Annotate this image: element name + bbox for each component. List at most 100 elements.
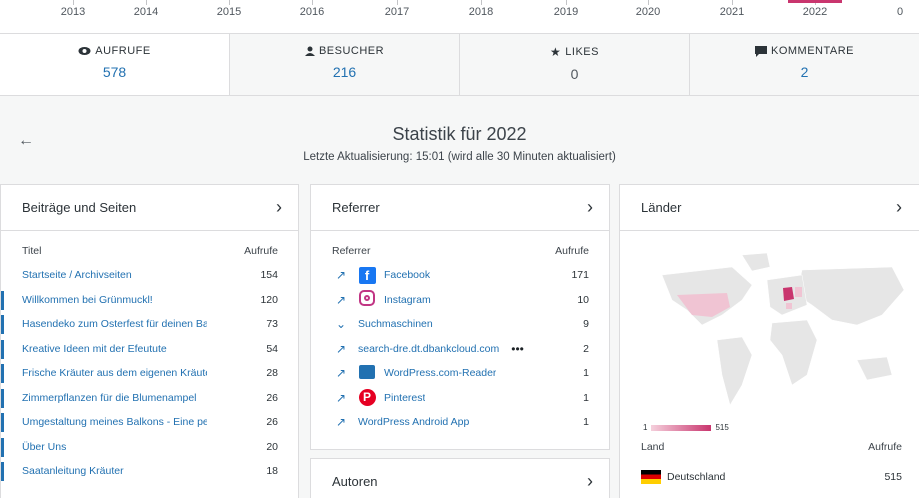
countries-card: Länder › 1 515 Land Aufrufe Deutschland …	[619, 184, 919, 498]
table-row[interactable]: Startseite / Archivseiten 154	[1, 263, 298, 288]
referrer-row[interactable]: ⌄ Suchmaschinen 9	[311, 312, 609, 337]
map-region-germany	[783, 287, 794, 301]
referrer-views: 1	[583, 416, 589, 429]
axis-tick	[73, 0, 74, 5]
col-views: Aufrufe	[555, 245, 589, 257]
tab-label: LIKES	[565, 46, 599, 58]
referrer-name[interactable]: WordPress.com-Reader	[384, 367, 497, 380]
referrer-name[interactable]: Instagram	[384, 293, 431, 306]
axis-tick	[732, 0, 733, 5]
referrer-name[interactable]: search-dre.dt.dbankcloud.com	[358, 342, 500, 355]
facebook-icon: f	[358, 266, 376, 284]
table-row[interactable]: Umgestaltung meines Balkons - Eine pe 26	[1, 410, 298, 435]
post-title[interactable]: Über Uns	[22, 440, 67, 453]
axis-tick	[481, 0, 482, 5]
page-subtitle: Letzte Aktualisierung: 15:01 (wird alle …	[303, 151, 616, 163]
axis-tick	[566, 0, 567, 5]
row-marker	[1, 290, 4, 310]
country-row[interactable]: Deutschland 515	[620, 465, 919, 490]
tab-likes[interactable]: ★ LIKES 0	[460, 34, 690, 95]
post-views: 28	[266, 367, 278, 380]
axis-tick	[648, 0, 649, 5]
column-header: Land Aufrufe	[620, 441, 919, 453]
col-title: Referrer	[332, 245, 371, 257]
post-title[interactable]: Kreative Ideen mit der Efeutute	[22, 342, 167, 355]
referrer-row[interactable]: ↗ Instagram 10	[311, 288, 609, 313]
referrer-row[interactable]: ↗ search-dre.dt.dbankcloud.com ••• 2	[311, 337, 609, 362]
referrer-name[interactable]: Suchmaschinen	[358, 318, 433, 331]
table-row[interactable]: Zimmerpflanzen für die Blumenampel 26	[1, 386, 298, 411]
external-link-icon[interactable]: ↗	[335, 390, 347, 405]
table-row[interactable]: Willkommen bei Grünmuckl! 120	[1, 288, 298, 313]
more-icon[interactable]: •••	[511, 341, 524, 356]
table-row[interactable]: Frische Kräuter aus dem eigenen Kräuter 2…	[1, 361, 298, 386]
page-title: Statistik für 2022	[392, 124, 527, 144]
referrer-row[interactable]: ↗ P Pinterest 1	[311, 386, 609, 411]
referrer-name[interactable]: WordPress Android App	[358, 416, 470, 429]
map-region-usa	[677, 293, 730, 317]
post-title[interactable]: Zimmerpflanzen für die Blumenampel	[22, 391, 197, 404]
post-title[interactable]: Umgestaltung meines Balkons - Eine pe	[22, 416, 207, 429]
map-legend: 1 515	[643, 423, 729, 432]
referrer-row[interactable]: ↗ WordPress.com-Reader 1	[311, 361, 609, 386]
post-title[interactable]: Saatanleitung Kräuter	[22, 465, 124, 478]
posts-card-header[interactable]: Beiträge und Seiten ›	[1, 185, 298, 231]
referrer-list: ↗ f Facebook 171 ↗ Instagram 10 ⌄ Suchmaschinen 9…	[311, 263, 609, 435]
row-marker	[1, 462, 4, 481]
tab-views[interactable]: AUFRUFE 578	[0, 34, 230, 95]
post-title[interactable]: Frische Kräuter aus dem eigenen Kräuter	[22, 367, 207, 380]
axis-year-label: 2019	[553, 6, 579, 18]
referrer-views: 10	[577, 293, 589, 306]
tab-comments[interactable]: KOMMENTARE 2	[690, 34, 919, 95]
axis-tick	[312, 0, 313, 5]
external-link-icon[interactable]: ↗	[335, 292, 347, 307]
referrer-card-header[interactable]: Referrer ›	[311, 185, 609, 231]
post-views: 26	[266, 416, 278, 429]
chevron-right-icon[interactable]: ›	[276, 197, 282, 217]
row-marker	[1, 437, 4, 457]
chevron-right-icon[interactable]: ›	[587, 470, 593, 491]
axis-year-label: 2013	[60, 6, 86, 18]
post-views: 73	[266, 318, 278, 331]
referrer-views: 1	[583, 367, 589, 380]
eye-icon	[78, 47, 91, 55]
post-title[interactable]: Willkommen bei Grünmuckl!	[22, 293, 153, 306]
external-link-icon[interactable]: ↗	[335, 268, 347, 283]
posts-list: Startseite / Archivseiten 154 Willkommen b…	[1, 263, 298, 484]
authors-card-header[interactable]: Autoren ›	[311, 459, 609, 498]
table-row[interactable]: Kreative Ideen mit der Efeutute 54	[1, 337, 298, 362]
post-views: 18	[266, 465, 278, 478]
post-title[interactable]: Startseite / Archivseiten	[22, 269, 132, 282]
referrer-row[interactable]: ↗ f Facebook 171	[311, 263, 609, 288]
axis-year-label: 2017	[384, 6, 410, 18]
back-arrow-icon[interactable]: ←	[18, 132, 34, 149]
post-views: 154	[260, 269, 278, 282]
chevron-right-icon[interactable]: ›	[587, 197, 593, 217]
map-region-australia	[856, 356, 893, 381]
chevron-right-icon[interactable]: ›	[896, 197, 902, 217]
chevron-down-icon[interactable]: ⌄	[335, 317, 347, 332]
axis-year-label: 2015	[216, 6, 242, 18]
external-link-icon[interactable]: ↗	[335, 341, 347, 356]
referrer-name[interactable]: Pinterest	[384, 391, 426, 404]
table-row[interactable]: Saatanleitung Kräuter 18	[1, 459, 298, 484]
referrer-row[interactable]: ↗ WordPress Android App 1	[311, 410, 609, 435]
world-map[interactable]	[642, 245, 912, 415]
row-marker	[1, 315, 4, 334]
countries-card-header[interactable]: Länder ›	[620, 185, 919, 231]
post-title[interactable]: Hasendeko zum Osterfest für deinen Bal	[22, 318, 207, 331]
tab-visitors[interactable]: BESUCHER 216	[230, 34, 460, 95]
external-link-icon[interactable]: ↗	[335, 366, 347, 381]
table-row[interactable]: Hasendeko zum Osterfest für deinen Bal 73	[1, 312, 298, 337]
reader-icon	[358, 364, 376, 382]
country-name: Deutschland	[667, 471, 726, 484]
pinterest-icon: P	[358, 389, 376, 407]
referrer-name[interactable]: Facebook	[384, 269, 431, 282]
chart-bar-2022[interactable]	[788, 0, 842, 3]
stats-tabs: AUFRUFE 578 BESUCHER 216 ★ LIKES 0 KOMMEN…	[0, 33, 919, 96]
row-marker	[1, 364, 4, 383]
map-region-austria	[786, 303, 792, 309]
referrer-views: 1	[583, 391, 589, 404]
table-row[interactable]: Über Uns 20	[1, 435, 298, 460]
external-link-icon[interactable]: ↗	[335, 415, 347, 430]
